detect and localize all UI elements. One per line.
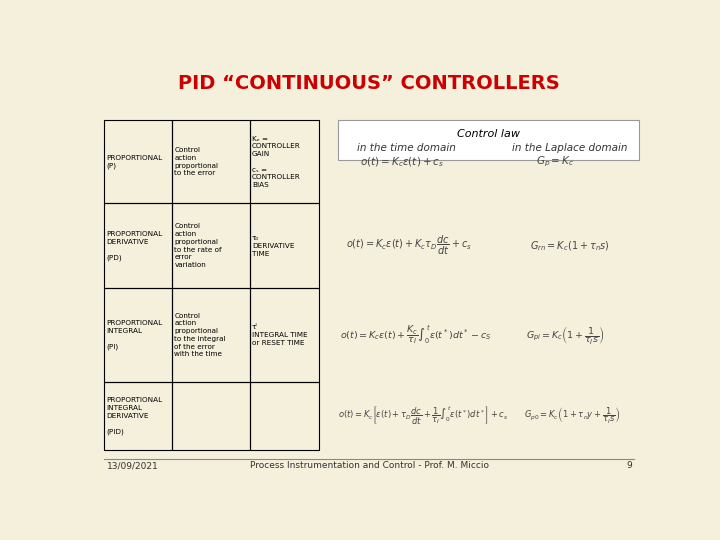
- Text: Control
action
proportional
to the rate of
error
variation: Control action proportional to the rate …: [174, 224, 222, 268]
- Text: Control
action
proportional
to the integral
of the error
with the time: Control action proportional to the integ…: [174, 313, 226, 357]
- Text: 9: 9: [626, 462, 632, 470]
- Text: Kₑ =
CONTROLLER
GAIN

cₛ =
CONTROLLER
BIAS: Kₑ = CONTROLLER GAIN cₛ = CONTROLLER BIA…: [252, 136, 301, 188]
- Text: $G_p = K_c$: $G_p = K_c$: [536, 154, 574, 169]
- Text: PID “CONTINUOUS” CONTROLLERS: PID “CONTINUOUS” CONTROLLERS: [178, 74, 560, 93]
- Text: PROPORTIONAL
INTEGRAL
DERIVATIVE

(PID): PROPORTIONAL INTEGRAL DERIVATIVE (PID): [107, 397, 163, 435]
- Text: $o(t) = K_c\varepsilon(t) + c_s$: $o(t) = K_c\varepsilon(t) + c_s$: [360, 155, 444, 168]
- Text: PROPORTIONAL
(P): PROPORTIONAL (P): [107, 154, 163, 169]
- Text: τᴵ
INTEGRAL TIME
or RESET TIME: τᴵ INTEGRAL TIME or RESET TIME: [252, 325, 307, 346]
- Bar: [250, 120, 320, 204]
- Text: PROPORTIONAL
INTEGRAL

(PI): PROPORTIONAL INTEGRAL (PI): [107, 320, 163, 350]
- Text: τ₀
DERIVATIVE
TIME: τ₀ DERIVATIVE TIME: [252, 235, 294, 256]
- Bar: [104, 204, 172, 288]
- Text: Control law: Control law: [457, 129, 520, 139]
- Text: $G_{rn} = K_c(1 + \tau_n s)$: $G_{rn} = K_c(1 + \tau_n s)$: [530, 239, 610, 253]
- Text: $G_{pi} = K_c\left(1 + \dfrac{1}{\tau_I s}\right)$: $G_{pi} = K_c\left(1 + \dfrac{1}{\tau_I …: [526, 324, 604, 346]
- Bar: [172, 120, 250, 204]
- Text: 13/09/2021: 13/09/2021: [107, 462, 159, 470]
- Text: in the time domain: in the time domain: [357, 143, 456, 153]
- Text: in the Laplace domain: in the Laplace domain: [512, 143, 627, 153]
- Text: PROPORTIONAL
DERIVATIVE

(PD): PROPORTIONAL DERIVATIVE (PD): [107, 231, 163, 261]
- Text: $o(t) = K_c\varepsilon(t) + K_c\tau_D\dfrac{dc}{dt} + c_s$: $o(t) = K_c\varepsilon(t) + K_c\tau_D\df…: [346, 234, 472, 257]
- Bar: [104, 382, 172, 450]
- Bar: [104, 120, 172, 204]
- Bar: [172, 204, 250, 288]
- Bar: [250, 288, 320, 382]
- Bar: [172, 382, 250, 450]
- Text: $o(t) = K_c\left[\varepsilon(t) + \tau_D\dfrac{dc}{dt} + \dfrac{1}{\tau_I}\int_0: $o(t) = K_c\left[\varepsilon(t) + \tau_D…: [338, 405, 508, 427]
- Bar: [104, 288, 172, 382]
- Text: $o(t) = K_c\varepsilon(t) + \dfrac{K_c}{\tau_I}\int_0^t \varepsilon(t^*)dt^* - c: $o(t) = K_c\varepsilon(t) + \dfrac{K_c}{…: [340, 323, 491, 347]
- Bar: [172, 288, 250, 382]
- Bar: [250, 382, 320, 450]
- Text: Process Instrumentation and Control - Prof. M. Miccio: Process Instrumentation and Control - Pr…: [250, 462, 488, 470]
- Text: $G_{p0} = K_c\left(1 + \tau_n y + \dfrac{1}{\tau_I s}\right)$: $G_{p0} = K_c\left(1 + \tau_n y + \dfrac…: [524, 406, 621, 426]
- Bar: [338, 120, 639, 160]
- Text: Control
action
proportional
to the error: Control action proportional to the error: [174, 147, 218, 177]
- Bar: [250, 204, 320, 288]
